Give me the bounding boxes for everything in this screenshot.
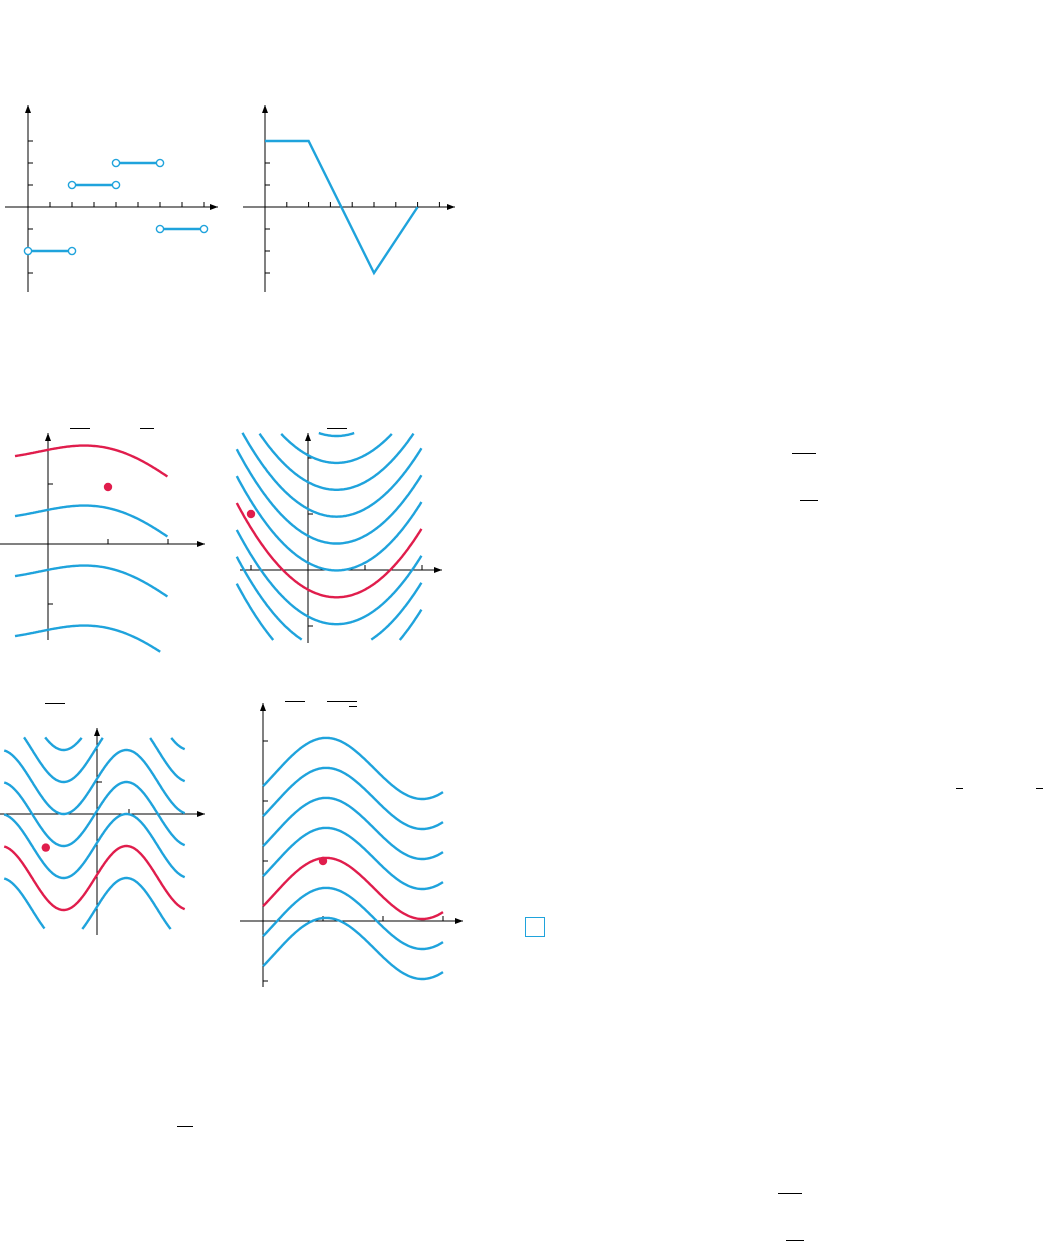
- solution-curve: [14, 624, 161, 653]
- initial-point: [103, 482, 113, 492]
- solution-curve: [280, 433, 393, 465]
- fraction-bar: [327, 428, 347, 429]
- fraction-bar: [956, 788, 963, 789]
- solution-curve: [235, 448, 423, 545]
- chart-piecewise-linear: [243, 105, 455, 292]
- fraction-bar: [800, 500, 818, 501]
- series-line: [265, 139, 419, 276]
- solution-curve: [14, 504, 169, 538]
- open-endpoint: [155, 158, 165, 168]
- x-axis-arrow: [434, 567, 442, 573]
- solution-curve: [235, 556, 423, 641]
- open-endpoint: [111, 180, 121, 190]
- solution-curve-highlight: [235, 502, 423, 599]
- exercise-icon: [525, 917, 545, 937]
- solution-curve: [44, 736, 186, 752]
- solution-curve-highlight: [262, 856, 444, 921]
- solution-curve: [235, 529, 423, 626]
- initial-point: [41, 843, 50, 852]
- x-axis-arrow: [447, 204, 455, 210]
- y-axis-arrow: [94, 728, 100, 736]
- solution-curve: [23, 736, 186, 784]
- solution-curve: [318, 431, 355, 438]
- fraction-bar: [786, 1240, 804, 1241]
- solution-curve: [3, 812, 186, 880]
- open-endpoint: [67, 246, 77, 256]
- chart-direction-field-b: [235, 431, 442, 643]
- open-endpoint: [111, 158, 121, 168]
- open-endpoint: [23, 246, 33, 256]
- fraction-bar: [45, 703, 65, 704]
- initial-point: [318, 856, 328, 866]
- solution-curve: [3, 748, 186, 816]
- solution-curve: [258, 432, 415, 491]
- fraction-bar: [140, 428, 154, 429]
- fraction-bar: [792, 453, 816, 454]
- y-axis-arrow: [25, 105, 31, 113]
- x-axis-arrow: [210, 204, 218, 210]
- solution-curve: [3, 780, 186, 848]
- chart-direction-field-c: [0, 728, 205, 935]
- open-endpoint: [199, 224, 209, 234]
- open-endpoint: [155, 224, 165, 234]
- solution-curve: [14, 564, 169, 598]
- solution-curve-highlight: [14, 444, 169, 478]
- fraction-bar: [349, 706, 357, 707]
- fraction-bar: [285, 701, 305, 702]
- solution-curve: [241, 432, 423, 518]
- solution-curve: [262, 766, 444, 831]
- open-endpoint: [67, 180, 77, 190]
- y-axis-arrow: [262, 105, 268, 113]
- x-axis-arrow: [455, 918, 463, 924]
- solution-curve: [262, 796, 444, 861]
- chart-direction-field-d: [240, 703, 463, 987]
- fraction-bar: [70, 428, 90, 429]
- solution-curve: [3, 876, 172, 930]
- y-axis-arrow: [305, 433, 311, 441]
- fraction-bar: [327, 701, 357, 702]
- initial-point: [246, 509, 256, 519]
- fraction-bar: [177, 1126, 193, 1127]
- y-axis-arrow: [45, 433, 51, 441]
- chart-direction-field-a: [0, 433, 205, 653]
- chart-step-function: [5, 105, 218, 292]
- solution-curve: [262, 826, 444, 891]
- fraction-bar: [1036, 788, 1043, 789]
- solution-curve: [262, 736, 444, 801]
- solution-curve: [262, 886, 444, 951]
- y-axis-arrow: [260, 703, 266, 711]
- fraction-bar: [778, 1193, 802, 1194]
- x-axis-arrow: [197, 541, 205, 547]
- solution-curve-highlight: [3, 844, 186, 912]
- x-axis-arrow: [197, 811, 205, 817]
- solution-curve: [262, 916, 444, 981]
- solution-curve: [235, 475, 423, 572]
- solution-curve: [235, 583, 423, 641]
